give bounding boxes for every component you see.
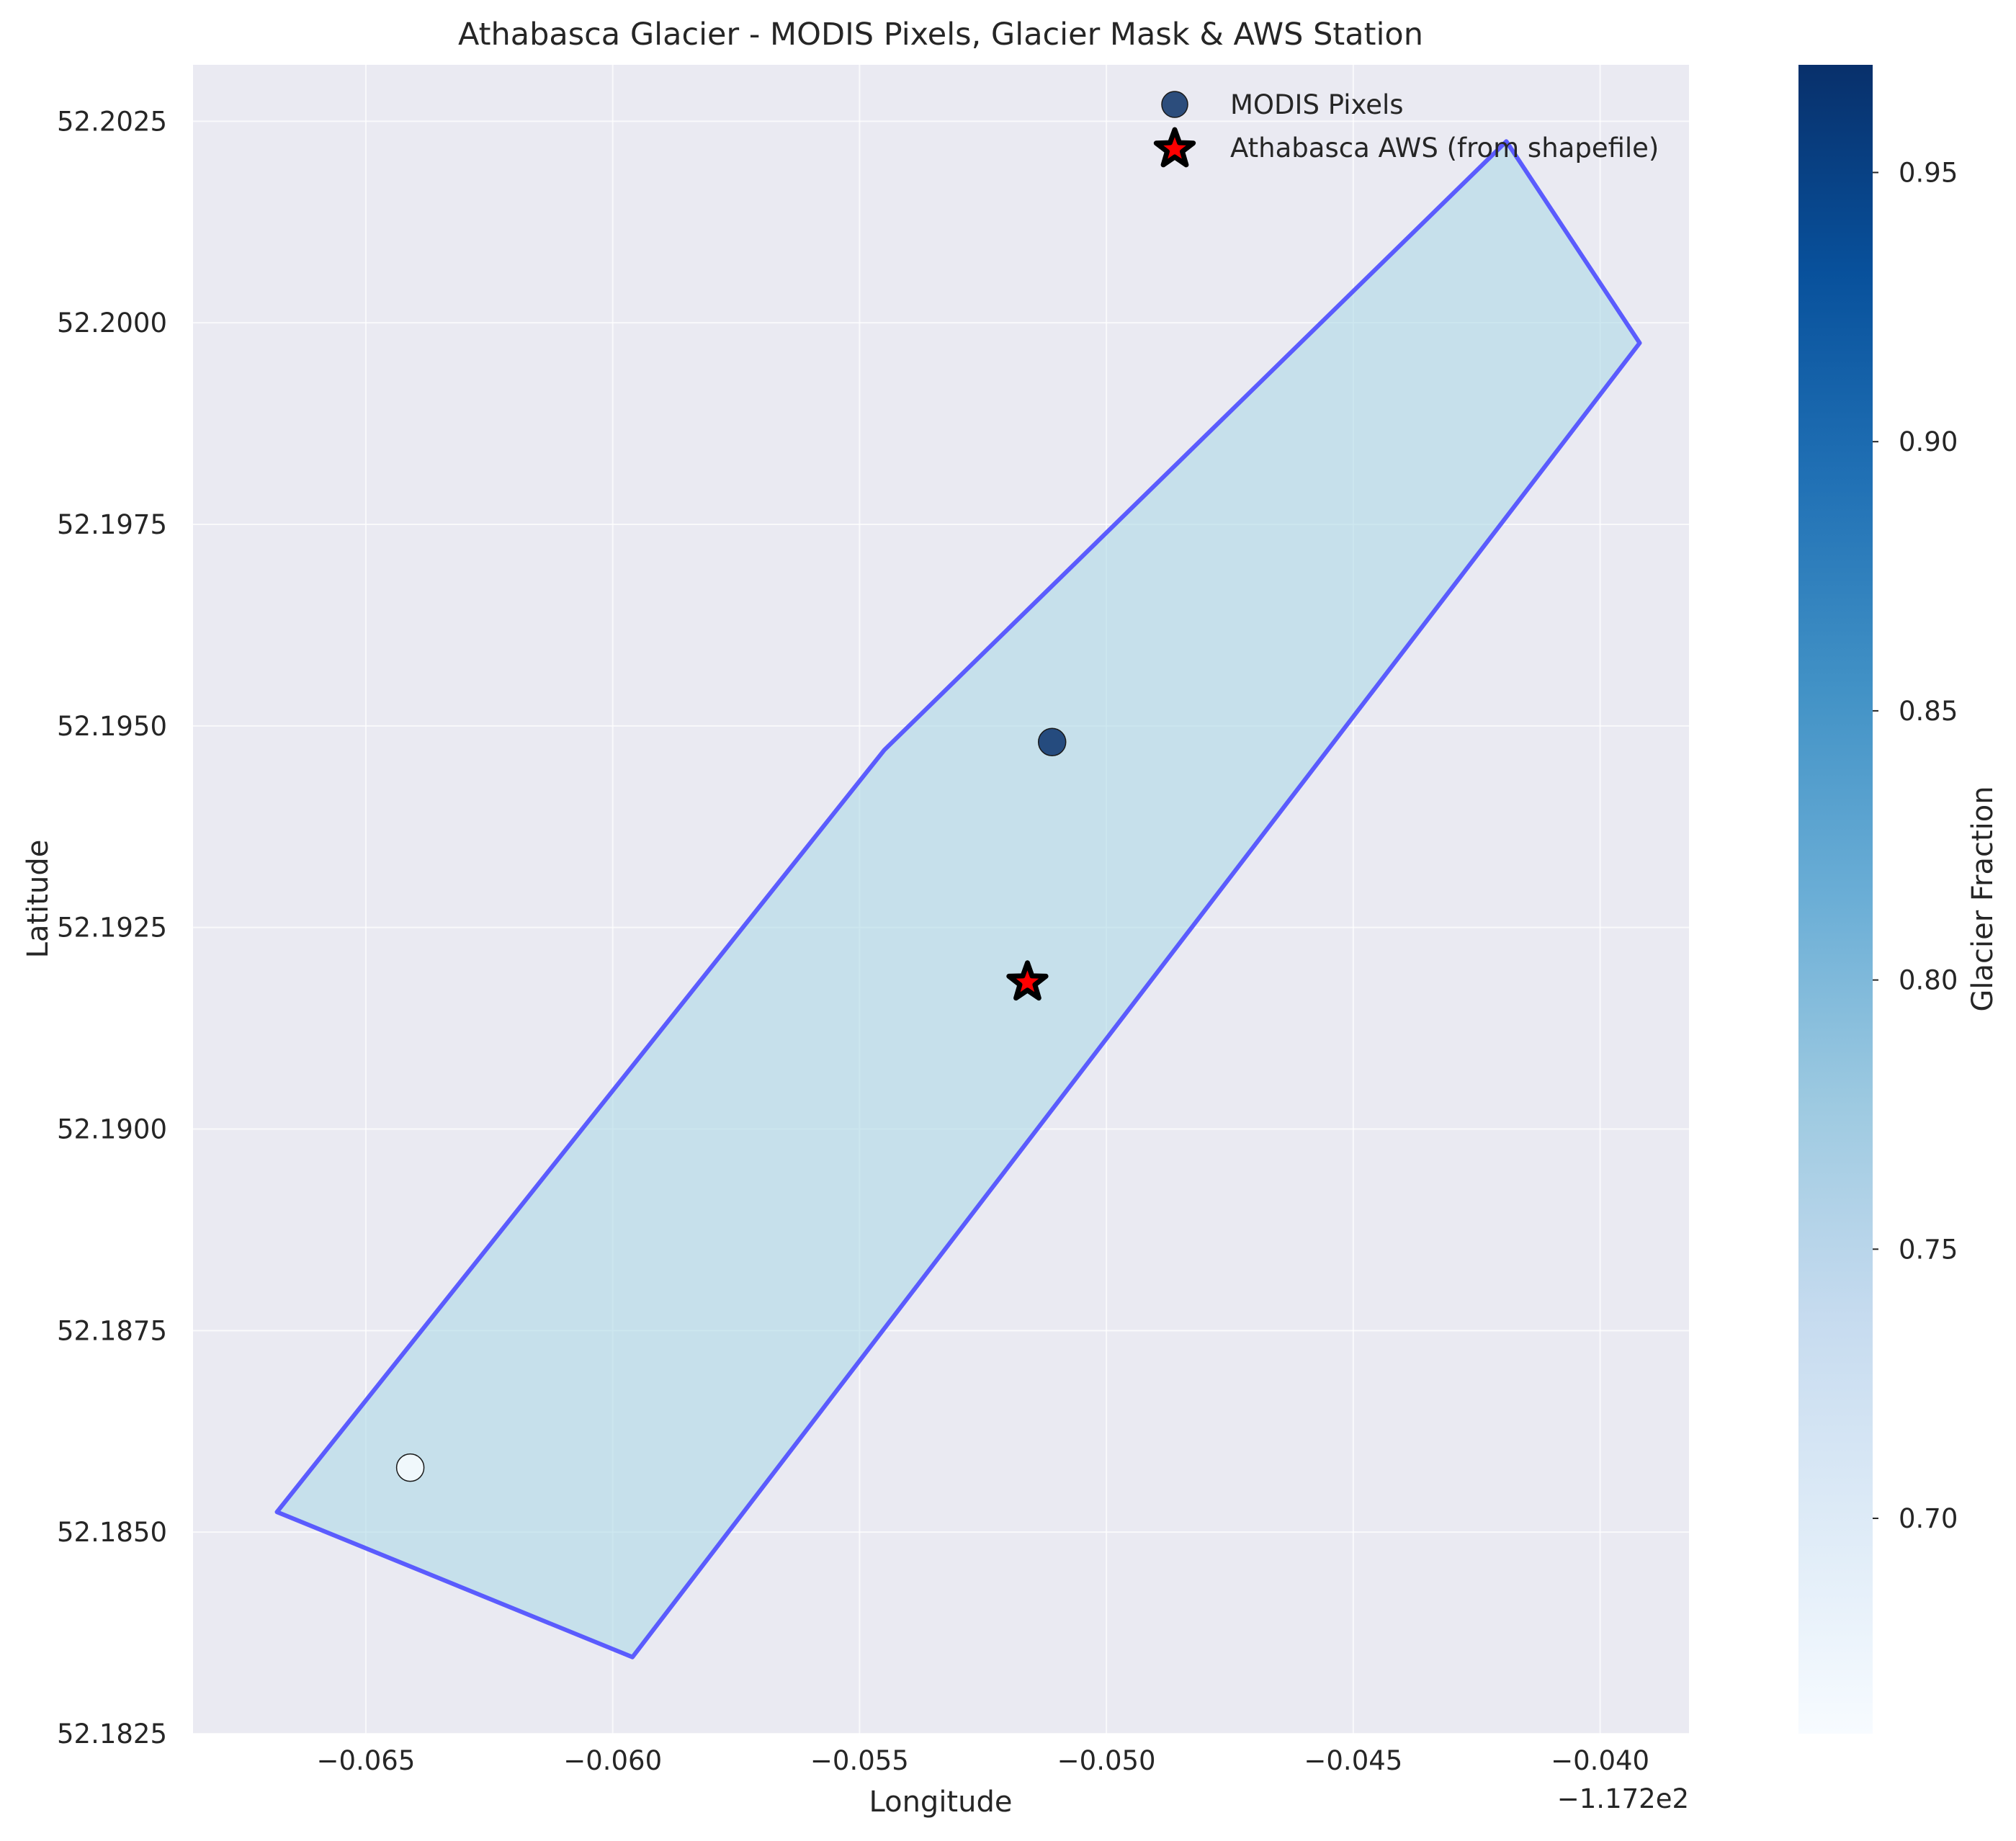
y-tick-label: 52.1850 [57, 1517, 167, 1548]
colorbar-tick-label: 0.85 [1899, 696, 1958, 727]
x-axis-label: Longitude [869, 1786, 1013, 1819]
x-tick-label: −0.045 [1304, 1745, 1402, 1776]
colorbar: 0.70 0.75 0.80 0.85 0.90 0.95 Glacier Fractio… [1798, 65, 1999, 1734]
colorbar-tick-label: 0.80 [1899, 965, 1958, 996]
legend-modis-marker [1161, 91, 1188, 118]
y-tick-label: 52.1875 [57, 1315, 167, 1346]
colorbar-gradient [1798, 65, 1873, 1734]
y-tick-label: 52.1825 [57, 1719, 167, 1750]
y-axis-ticks: 52.1825 52.1850 52.1875 52.1900 52.1925 52.19… [57, 106, 167, 1750]
x-tick-label: −0.055 [810, 1745, 909, 1776]
glacier-mask-layer [274, 139, 1642, 1659]
legend-aws-label: Athabasca AWS (from shapefile) [1230, 133, 1659, 164]
chart-title: Athabasca Glacier - MODIS Pixels, Glacie… [458, 17, 1423, 53]
x-axis-offset-label: −1.172e2 [1557, 1783, 1689, 1814]
colorbar-ticks: 0.70 0.75 0.80 0.85 0.90 0.95 [1873, 157, 1958, 1534]
colorbar-label: Glacier Fraction [1966, 786, 1999, 1011]
y-axis-label: Latitude [22, 840, 55, 959]
x-tick-label: −0.060 [563, 1745, 662, 1776]
colorbar-tick-label: 0.70 [1899, 1503, 1958, 1534]
glacier-mask-polygon [274, 139, 1642, 1659]
colorbar-tick-label: 0.75 [1899, 1234, 1958, 1265]
modis-pixel-point [395, 1453, 425, 1482]
y-tick-label: 52.2025 [57, 106, 167, 137]
x-tick-label: −0.065 [316, 1745, 415, 1776]
data-points-layer [395, 727, 1067, 1482]
y-tick-label: 52.1975 [57, 509, 167, 540]
colorbar-tick-label: 0.90 [1899, 426, 1958, 457]
legend-aws-marker [1153, 127, 1196, 168]
aws-station-star [1006, 960, 1049, 1001]
modis-pixel-point [1037, 727, 1067, 756]
legend-modis-label: MODIS Pixels [1230, 89, 1404, 120]
x-axis-ticks: −0.065 −0.060 −0.055 −0.050 −0.045 −0.040 [316, 1745, 1649, 1776]
y-tick-label: 52.1950 [57, 711, 167, 742]
legend: MODIS Pixels Athabasca AWS (from shapefi… [1153, 89, 1659, 168]
y-tick-label: 52.2000 [57, 308, 167, 339]
x-tick-label: −0.050 [1057, 1745, 1156, 1776]
x-tick-label: −0.040 [1551, 1745, 1649, 1776]
colorbar-tick-label: 0.95 [1899, 157, 1958, 188]
y-tick-label: 52.1900 [57, 1114, 167, 1145]
y-tick-label: 52.1925 [57, 913, 167, 944]
